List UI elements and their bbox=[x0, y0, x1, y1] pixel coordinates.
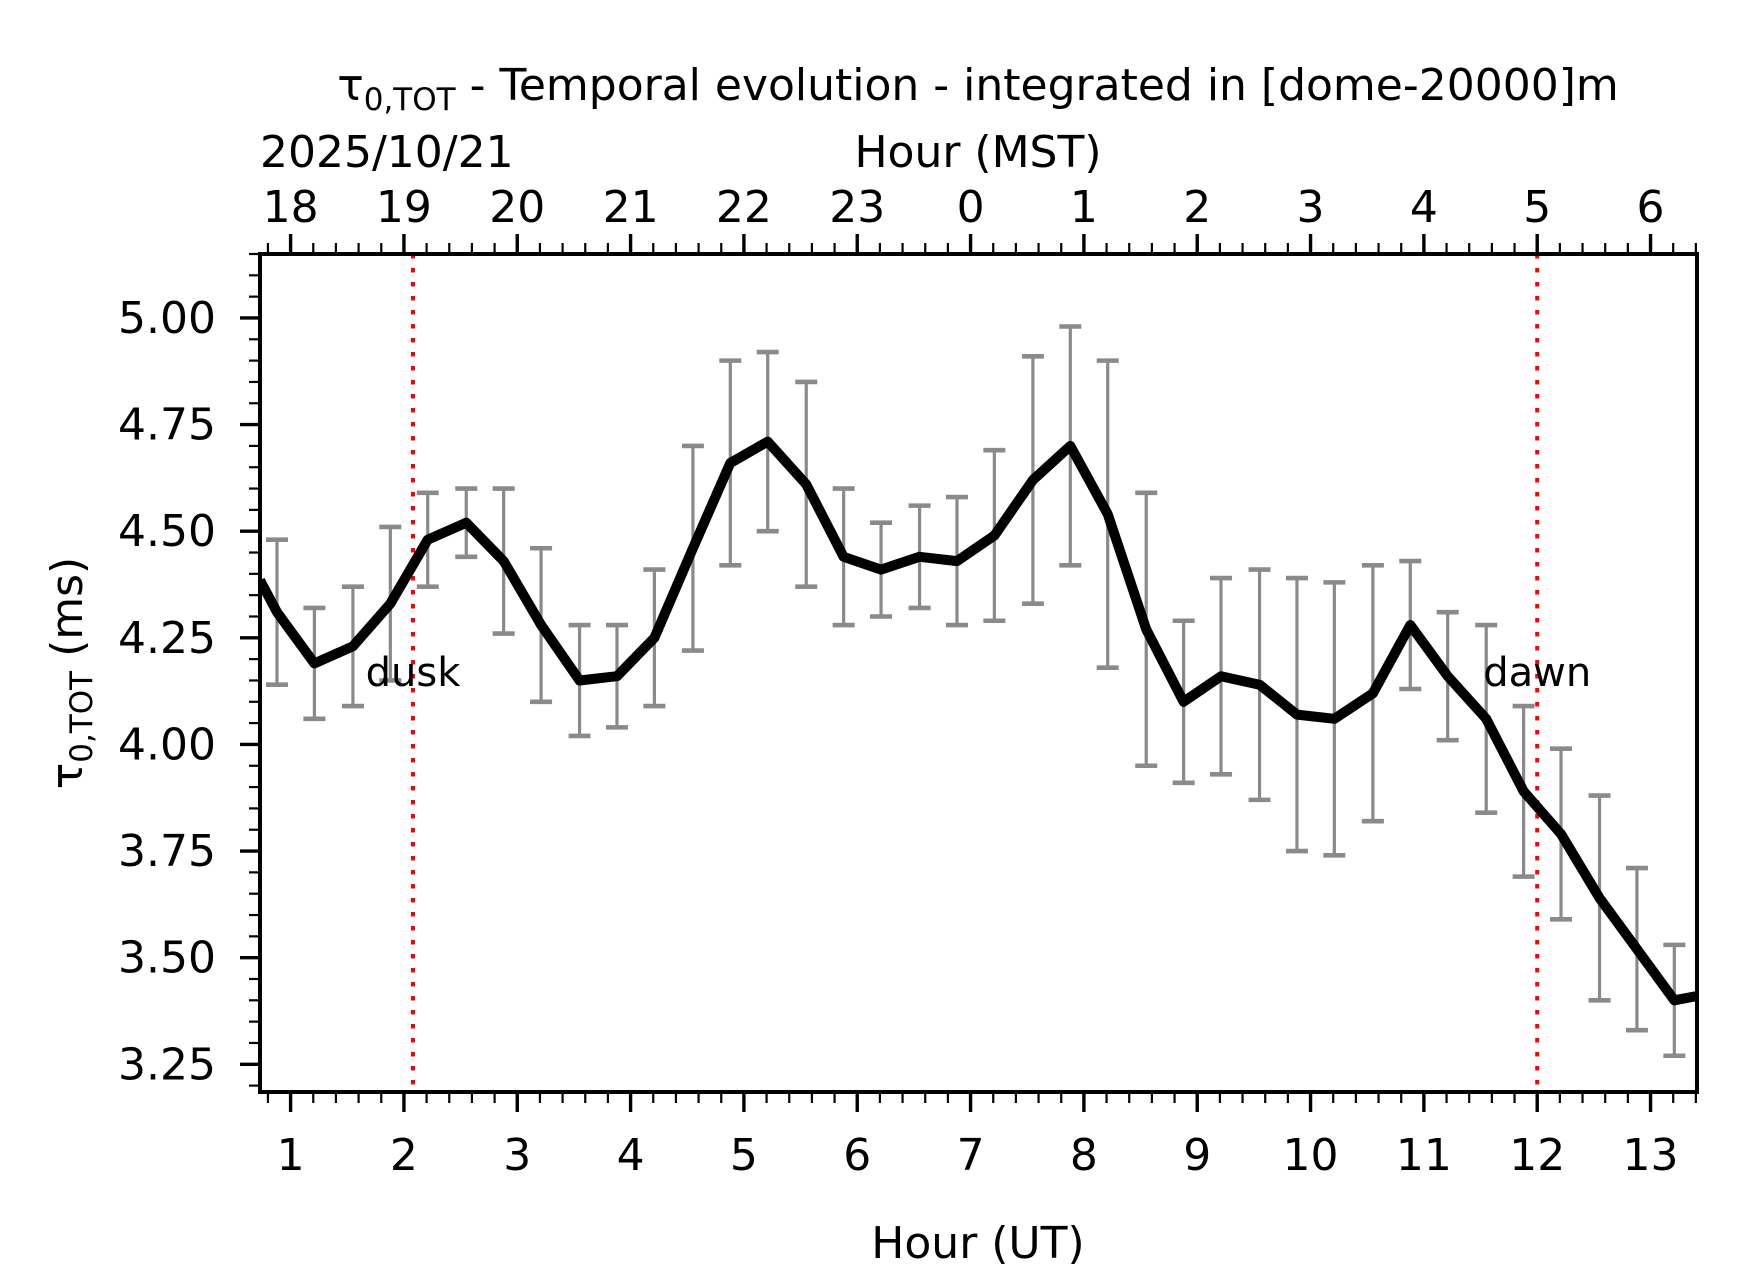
dusk-label: dusk bbox=[366, 650, 462, 696]
date-label: 2025/10/21 bbox=[260, 127, 514, 178]
y-tick-label: 3.50 bbox=[118, 933, 216, 984]
top-tick-label: 4 bbox=[1410, 182, 1438, 233]
top-tick-label: 0 bbox=[957, 182, 985, 233]
chart-title-tau: τ bbox=[337, 60, 364, 111]
annotation-lines bbox=[410, 254, 1540, 1092]
chart-title-subscript: 0,TOT bbox=[364, 82, 457, 118]
bottom-tick-label: 10 bbox=[1283, 1130, 1339, 1181]
chart-title: τ0,TOT - Temporal evolution - integrated… bbox=[337, 60, 1619, 118]
top-tick-label: 1 bbox=[1070, 182, 1098, 233]
y-axis-label-rest: (ms) bbox=[42, 557, 93, 671]
top-tick-label: 20 bbox=[489, 182, 545, 233]
y-tick-label: 5.00 bbox=[118, 293, 216, 344]
axis-tick-labels: 1182193204215226237081921031141251365.00… bbox=[118, 182, 1679, 1181]
y-tick-label: 3.75 bbox=[118, 826, 216, 877]
bottom-tick-label: 3 bbox=[503, 1130, 531, 1181]
bottom-tick-label: 5 bbox=[730, 1130, 758, 1181]
bottom-tick-label: 7 bbox=[957, 1130, 985, 1181]
y-axis-label-subscript: 0,TOT bbox=[64, 670, 100, 763]
bottom-tick-label: 9 bbox=[1183, 1130, 1211, 1181]
top-tick-label: 22 bbox=[716, 182, 772, 233]
y-tick-label: 4.75 bbox=[118, 400, 216, 451]
bottom-axis-label: Hour (UT) bbox=[871, 1218, 1084, 1269]
top-tick-label: 23 bbox=[829, 182, 885, 233]
y-tick-label: 4.50 bbox=[118, 506, 216, 557]
top-tick-label: 5 bbox=[1523, 182, 1551, 233]
y-axis-label-tau: τ bbox=[42, 763, 93, 790]
bottom-tick-label: 2 bbox=[390, 1130, 418, 1181]
y-tick-label: 3.25 bbox=[118, 1039, 216, 1090]
bottom-tick-label: 4 bbox=[617, 1130, 645, 1181]
top-tick-label: 19 bbox=[376, 182, 432, 233]
bottom-tick-label: 11 bbox=[1396, 1130, 1452, 1181]
bottom-tick-label: 12 bbox=[1509, 1130, 1565, 1181]
y-tick-label: 4.00 bbox=[118, 719, 216, 770]
error-bars bbox=[265, 324, 1686, 1059]
dawn-label: dawn bbox=[1483, 650, 1591, 696]
y-tick-label: 4.25 bbox=[118, 613, 216, 664]
top-tick-label: 6 bbox=[1637, 182, 1665, 233]
data-line bbox=[260, 436, 1697, 1006]
bottom-tick-label: 1 bbox=[277, 1130, 305, 1181]
top-tick-label: 3 bbox=[1297, 182, 1325, 233]
bottom-tick-label: 13 bbox=[1623, 1130, 1679, 1181]
top-tick-label: 2 bbox=[1183, 182, 1211, 233]
plot-border bbox=[258, 252, 1699, 1094]
bottom-tick-label: 6 bbox=[843, 1130, 871, 1181]
top-tick-label: 21 bbox=[603, 182, 659, 233]
bottom-tick-label: 8 bbox=[1070, 1130, 1098, 1181]
top-axis-label: Hour (MST) bbox=[854, 127, 1101, 178]
top-tick-label: 18 bbox=[263, 182, 319, 233]
y-axis-label: τ0,TOT (ms) bbox=[42, 557, 100, 789]
chart-title-rest: - Temporal evolution - integrated in [do… bbox=[456, 60, 1619, 111]
data-line-group bbox=[260, 436, 1697, 1006]
